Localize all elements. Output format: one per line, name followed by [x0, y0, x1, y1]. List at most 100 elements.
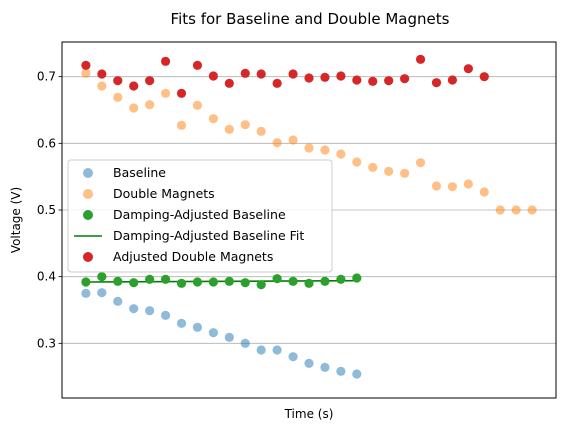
point-baseline [208, 328, 218, 338]
legend-label-damping-adjusted-baseline: Damping-Adjusted Baseline [113, 207, 286, 222]
point-damping-adjusted-baseline [352, 273, 362, 283]
point-adjusted-double-magnets [400, 74, 410, 84]
point-adjusted-double-magnets [479, 72, 489, 82]
legend-entry-damping-adjusted-baseline: Damping-Adjusted Baseline [83, 207, 286, 222]
point-adjusted-double-magnets [288, 69, 298, 79]
chart-title: Fits for Baseline and Double Magnets [171, 10, 450, 28]
point-double-magnets [160, 88, 171, 98]
point-double-magnets [81, 68, 91, 78]
point-damping-adjusted-baseline [176, 278, 187, 288]
legend-marker-double-magnets [83, 189, 93, 199]
point-double-magnets [256, 126, 266, 136]
point-adjusted-double-magnets [192, 60, 203, 70]
legend-marker-adjusted-double-magnets [83, 252, 93, 262]
legend-marker-damping-adjusted-baseline [83, 210, 93, 220]
point-adjusted-double-magnets [463, 64, 473, 74]
point-double-magnets [224, 124, 234, 134]
y-tick-label: 0.4 [37, 270, 56, 284]
point-adjusted-double-magnets [240, 68, 250, 78]
point-baseline [176, 318, 187, 328]
legend-label-double-magnets: Double Magnets [113, 186, 215, 201]
y-tick-label: 0.7 [37, 70, 56, 84]
point-double-magnets [272, 138, 282, 148]
point-damping-adjusted-baseline [208, 277, 218, 287]
point-baseline [336, 366, 346, 376]
point-double-magnets [304, 143, 314, 153]
point-double-magnets [288, 135, 298, 145]
point-damping-adjusted-baseline [97, 272, 107, 282]
point-baseline [129, 304, 139, 314]
y-tick-label: 0.5 [37, 203, 56, 217]
point-baseline [81, 288, 91, 298]
legend-entry-double-magnets: Double Magnets [83, 186, 215, 201]
point-adjusted-double-magnets [208, 71, 218, 81]
point-adjusted-double-magnets [256, 69, 266, 79]
point-baseline [320, 362, 330, 372]
point-damping-adjusted-baseline [256, 280, 266, 290]
x-axis-label: Time (s) [284, 407, 334, 421]
legend-label-fit: Damping-Adjusted Baseline Fit [113, 228, 304, 243]
point-damping-adjusted-baseline [320, 276, 330, 286]
point-damping-adjusted-baseline [192, 277, 203, 287]
point-adjusted-double-magnets [224, 78, 234, 88]
point-baseline [288, 352, 298, 362]
point-adjusted-double-magnets [336, 71, 346, 81]
point-adjusted-double-magnets [113, 76, 123, 86]
point-double-magnets [97, 81, 107, 91]
point-double-magnets [145, 100, 155, 110]
point-double-magnets [447, 182, 458, 192]
point-damping-adjusted-baseline [288, 276, 298, 286]
plot-frame [61, 41, 557, 399]
legend-marker-baseline [83, 168, 93, 178]
point-adjusted-double-magnets [304, 73, 314, 83]
point-double-magnets [129, 103, 139, 113]
point-double-magnets [208, 114, 218, 124]
legend-label-adjusted-double-magnets: Adjusted Double Magnets [113, 249, 273, 264]
point-damping-adjusted-baseline [160, 274, 171, 284]
point-adjusted-double-magnets [81, 60, 91, 70]
point-adjusted-double-magnets [352, 75, 362, 85]
legend-label-baseline: Baseline [113, 165, 166, 180]
point-damping-adjusted-baseline [304, 278, 314, 288]
point-adjusted-double-magnets [447, 75, 458, 85]
point-damping-adjusted-baseline [224, 276, 234, 286]
y-tick-label: 0.6 [37, 136, 56, 150]
point-double-magnets [384, 166, 394, 176]
point-baseline [224, 332, 234, 342]
point-double-magnets [527, 205, 537, 215]
point-double-magnets [176, 120, 187, 130]
point-double-magnets [192, 100, 203, 110]
point-damping-adjusted-baseline [272, 274, 282, 284]
point-baseline [113, 296, 123, 306]
point-double-magnets [320, 145, 330, 155]
point-baseline [352, 369, 362, 379]
point-adjusted-double-magnets [129, 81, 139, 91]
point-baseline [256, 345, 266, 355]
point-damping-adjusted-baseline [336, 274, 346, 284]
point-adjusted-double-magnets [160, 56, 171, 66]
y-tick-label: 0.3 [37, 336, 56, 350]
legend-box [67, 159, 333, 273]
point-double-magnets [463, 179, 473, 189]
point-adjusted-double-magnets [176, 88, 187, 98]
point-double-magnets [415, 158, 426, 168]
point-adjusted-double-magnets [97, 69, 107, 79]
point-double-magnets [400, 168, 410, 178]
point-baseline [240, 338, 250, 348]
point-adjusted-double-magnets [415, 54, 426, 64]
point-baseline [272, 345, 282, 355]
point-double-magnets [352, 157, 362, 167]
legend: Baseline Double Magnets Damping-Adjusted… [67, 159, 333, 273]
point-double-magnets [511, 205, 521, 215]
point-double-magnets [113, 92, 123, 102]
point-double-magnets [336, 149, 346, 159]
point-double-magnets [495, 205, 505, 215]
point-double-magnets [240, 120, 250, 130]
point-adjusted-double-magnets [368, 76, 378, 86]
y-axis-ticks: 0.3 0.4 0.5 0.6 0.7 [37, 70, 62, 350]
point-damping-adjusted-baseline [113, 276, 123, 286]
data-points [81, 54, 537, 379]
point-damping-adjusted-baseline [129, 278, 139, 288]
point-adjusted-double-magnets [384, 76, 394, 86]
point-double-magnets [479, 187, 489, 197]
